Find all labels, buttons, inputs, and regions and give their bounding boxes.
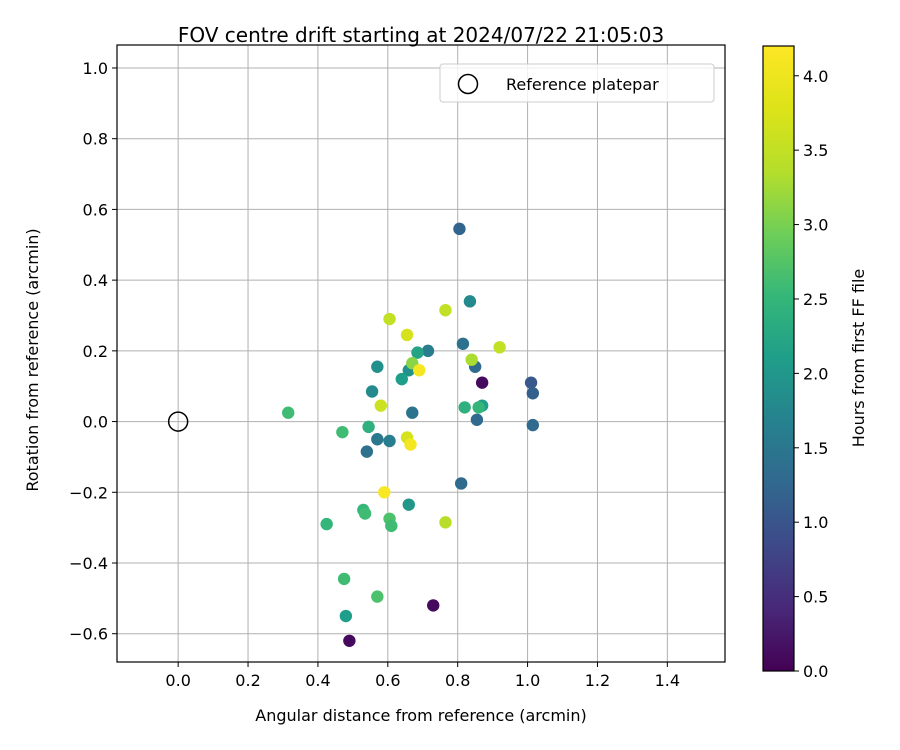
data-point — [526, 387, 540, 400]
colorbar: 0.0 0.5 1.0 1.5 2.0 2.5 3.0 3.5 4.0 Hours from f… — [762, 45, 868, 681]
data-point — [472, 401, 485, 414]
data-point — [465, 353, 478, 366]
x-tick-label: 0.0 — [165, 671, 190, 690]
x-axis-label: Angular distance from reference (arcmin) — [255, 706, 586, 725]
data-point — [365, 385, 379, 398]
data-point — [402, 498, 415, 511]
data-point — [374, 399, 388, 412]
data-point — [413, 364, 426, 377]
data-point — [475, 376, 489, 389]
colorbar-tick-label: 1.0 — [803, 513, 828, 532]
y-tick-label: 0.0 — [83, 413, 108, 432]
data-point — [404, 438, 417, 451]
y-tick-label: 0.4 — [83, 271, 108, 290]
colorbar-tick-label: 0.5 — [803, 588, 828, 607]
data-point — [526, 418, 540, 432]
chart-title: FOV centre drift starting at 2024/07/22 … — [178, 23, 664, 47]
colorbar-tick-label: 2.5 — [803, 290, 828, 309]
data-point — [421, 344, 435, 358]
x-tick-label: 1.2 — [585, 671, 610, 690]
reference-marker — [167, 411, 189, 432]
colorbar-tick-label: 3.0 — [803, 216, 828, 235]
colorbar-ticks: 0.0 0.5 1.0 1.5 2.0 2.5 3.0 3.5 4.0 — [794, 67, 828, 681]
x-tick-label: 1.4 — [655, 671, 680, 690]
data-point — [339, 609, 353, 623]
data-point — [524, 376, 538, 389]
data-point — [362, 420, 375, 434]
colorbar-tick-label: 2.0 — [803, 364, 828, 383]
y-tick-label: 0.6 — [83, 200, 108, 219]
y-tick-label: 0.2 — [83, 342, 108, 361]
x-tick-label: 0.6 — [375, 671, 400, 690]
data-point — [378, 486, 391, 499]
plot-area-frame — [116, 44, 726, 663]
data-point — [371, 360, 384, 373]
data-point — [463, 295, 477, 308]
data-point — [427, 599, 440, 612]
data-points — [282, 222, 540, 647]
data-point — [337, 572, 351, 586]
legend: Reference platepar — [439, 63, 715, 103]
y-tick-label: −0.2 — [69, 483, 108, 502]
data-point — [371, 433, 384, 446]
colorbar-tick-label: 0.0 — [803, 662, 828, 681]
data-point — [400, 328, 414, 342]
y-tick-label: −0.4 — [69, 554, 108, 573]
data-point — [493, 341, 506, 354]
y-axis-label: Rotation from reference (arcmin) — [23, 228, 42, 491]
reference-platepar-marker — [167, 411, 189, 432]
data-point — [456, 337, 470, 350]
x-tick-label: 0.2 — [235, 671, 260, 690]
data-point — [395, 372, 408, 386]
data-point — [360, 445, 374, 458]
data-point — [358, 507, 372, 520]
data-point — [383, 434, 396, 448]
colorbar-gradient — [762, 45, 795, 672]
data-point — [470, 413, 484, 426]
legend-marker-reference — [457, 73, 479, 95]
y-tick-label: 1.0 — [83, 59, 108, 78]
data-point — [439, 516, 452, 529]
data-point — [371, 590, 384, 603]
y-tick-label: −0.6 — [69, 625, 108, 644]
colorbar-tick-label: 3.5 — [803, 141, 828, 160]
data-point — [454, 477, 468, 490]
data-point — [336, 425, 349, 439]
legend-label-reference: Reference platepar — [506, 75, 659, 94]
data-point — [385, 519, 398, 533]
x-tick-label: 0.4 — [305, 671, 330, 690]
data-point — [458, 401, 471, 414]
data-point — [406, 406, 419, 419]
data-point — [320, 517, 333, 531]
data-point — [282, 406, 295, 419]
colorbar-label: Hours from first FF file — [849, 269, 868, 448]
y-axis-ticks: −0.6 −0.4 −0.2 0.0 0.2 0.4 0.6 0.8 1.0 — [69, 59, 117, 644]
legend-box — [439, 63, 715, 103]
data-point — [343, 634, 356, 647]
x-tick-label: 0.8 — [445, 671, 470, 690]
colorbar-tick-label: 1.5 — [803, 439, 828, 458]
data-point — [383, 312, 396, 326]
y-tick-label: 0.8 — [83, 130, 108, 149]
data-point — [453, 222, 466, 236]
x-axis-ticks: 0.0 0.2 0.4 0.6 0.8 1.0 1.2 1.4 — [165, 662, 680, 690]
data-point — [439, 303, 452, 317]
data-point — [411, 346, 424, 359]
x-tick-label: 1.0 — [515, 671, 540, 690]
colorbar-tick-label: 4.0 — [803, 67, 828, 86]
